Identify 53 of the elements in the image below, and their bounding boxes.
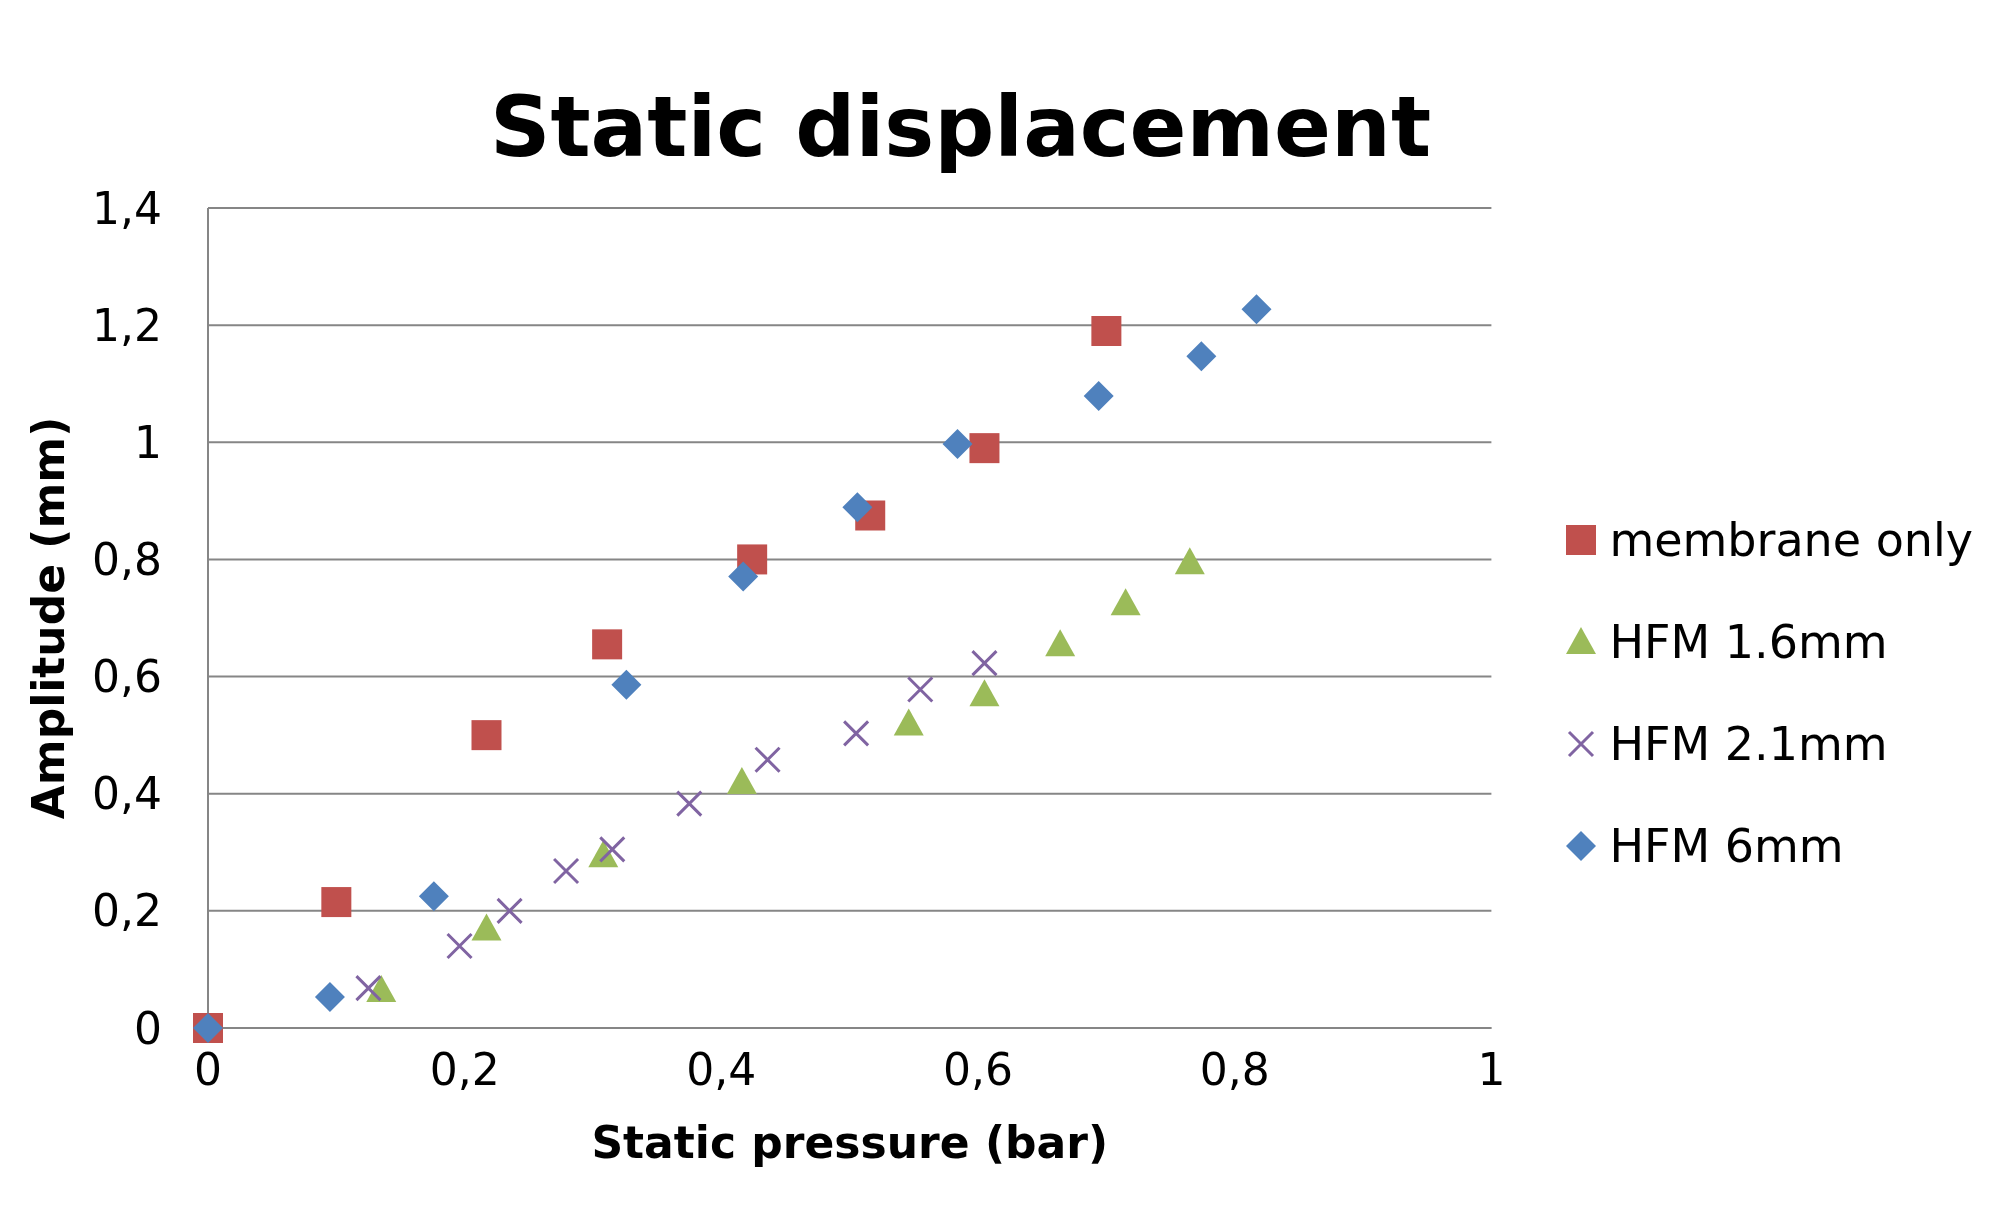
point xyxy=(675,790,703,818)
point xyxy=(1186,341,1217,372)
point xyxy=(446,932,474,960)
point xyxy=(728,561,759,592)
point xyxy=(1110,588,1141,616)
legend-label: membrane only xyxy=(1609,513,1973,567)
point xyxy=(969,679,1000,707)
point xyxy=(1174,547,1205,575)
point xyxy=(726,767,757,794)
point xyxy=(842,492,873,523)
y-tick-label: 0,6 xyxy=(92,651,162,703)
point xyxy=(592,629,623,660)
legend-label: HFM 2.1mm xyxy=(1609,717,1888,771)
point xyxy=(1091,316,1122,346)
y-tick-label: 0 xyxy=(134,1002,162,1054)
legend-label: HFM 1.6mm xyxy=(1609,615,1888,669)
point xyxy=(906,675,934,703)
y-tick-label: 1 xyxy=(134,416,162,468)
point xyxy=(969,433,1000,464)
x-tick-label: 0 xyxy=(194,1044,222,1096)
point xyxy=(754,746,782,774)
point xyxy=(1241,294,1272,325)
x-tick-label: 0,8 xyxy=(1199,1044,1270,1096)
point xyxy=(354,974,382,1002)
point xyxy=(942,429,973,460)
point xyxy=(611,669,642,700)
point xyxy=(842,719,870,747)
x-tick-label: 0,4 xyxy=(686,1044,757,1096)
chart-title: Static displacement xyxy=(489,78,1432,176)
point xyxy=(366,974,397,1002)
x-tick-label: 1 xyxy=(1477,1044,1506,1096)
point xyxy=(552,857,580,885)
y-tick-label: 0,8 xyxy=(92,534,162,586)
point xyxy=(496,897,524,925)
x-axis-title: Static pressure (bar) xyxy=(591,1117,1109,1168)
y-tick-label: 1,4 xyxy=(92,182,162,234)
legend-label: HFM 6mm xyxy=(1609,819,1844,873)
point xyxy=(471,720,502,751)
point xyxy=(314,981,345,1012)
point xyxy=(471,913,502,941)
y-tick-label: 0,2 xyxy=(92,885,162,937)
point xyxy=(1083,381,1114,412)
point xyxy=(893,708,924,736)
point xyxy=(1045,629,1076,657)
point xyxy=(321,887,352,918)
point xyxy=(970,649,998,677)
x-tick-label: 0,2 xyxy=(429,1044,500,1096)
x-tick-label: 0,6 xyxy=(943,1044,1014,1096)
point xyxy=(598,835,626,863)
y-tick-label: 1,2 xyxy=(92,299,162,351)
point xyxy=(418,881,449,912)
y-axis-title: Amplitude (mm) xyxy=(22,416,74,820)
y-tick-label: 0,4 xyxy=(92,768,162,820)
